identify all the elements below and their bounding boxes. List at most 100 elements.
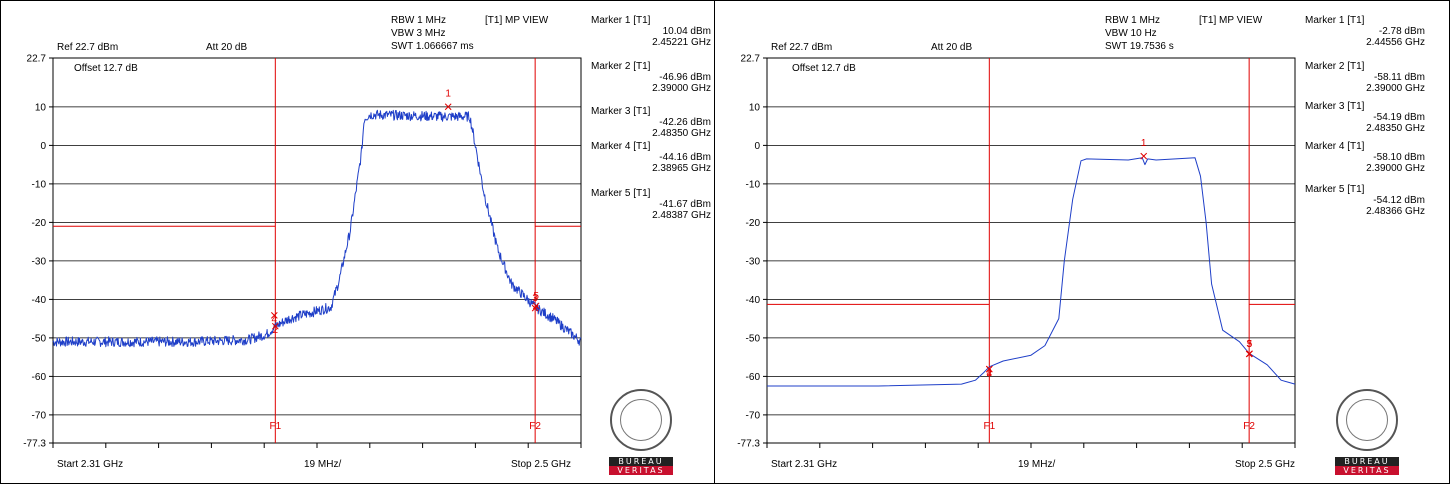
rbw-label: RBW 1 MHz [391,15,446,26]
marker-level: -42.26 dBm [659,117,711,128]
marker-5-readout: Marker 5 [T1] -41.67 dBm 2.48387 GHz [591,188,711,221]
marker-level: -46.96 dBm [659,72,711,83]
spectrum-panel-left: 22.7 10 0 -10 -20 -30 -40 -50 -60 -70 -77.3 F1 F2 1 2 3… [0,0,720,484]
bureau-veritas-seal-icon [610,389,672,451]
marker-level: -54.19 dBm [1373,112,1425,123]
spectrum-plot-right: 22.7 10 0 -10 -20 -30 -40 -50 -60 -70 -77.3 F1 F2 1 2 3… [737,54,1296,450]
marker-level: -41.67 dBm [659,199,711,210]
marker-label: Marker 4 [T1] [591,141,651,152]
y-tick-label: -20 [32,218,47,229]
marker-frequency: 2.38965 GHz [652,163,711,174]
marker-5-label: 5 [1247,339,1253,350]
logo-line-1: BUREAU [1335,457,1399,466]
y-tick-label: -30 [746,256,761,267]
marker-frequency: 2.48387 GHz [652,210,711,221]
y-tick-label: -70 [32,410,47,421]
marker-frequency: 2.39000 GHz [1366,163,1425,174]
marker-5-label: 5 [533,291,539,302]
logo-line-2: VERITAS [609,466,673,475]
marker-2-label: 2 [273,325,279,336]
swt-label: SWT 1.066667 ms [391,41,474,52]
start-frequency-label: Start 2.31 GHz [57,459,124,470]
marker-3-label: 3 [1246,339,1252,350]
attenuation-label: Att 20 dB [206,42,248,53]
y-tick-label: -40 [32,295,47,306]
marker-2-readout: Marker 2 [T1] -58.11 dBm 2.39000 GHz [1305,61,1425,94]
marker-level: -58.11 dBm [1374,72,1425,83]
marker-1-readout: Marker 1 [T1] 10.04 dBm 2.45221 GHz [591,15,711,48]
y-tick-label: -60 [746,372,761,383]
marker-label: Marker 5 [T1] [591,188,651,199]
mode-label: [T1] MP VIEW [1199,15,1263,26]
y-tick-label: -77.3 [737,439,760,450]
marker-frequency: 2.48366 GHz [1366,206,1425,217]
marker-1-symbol [444,103,452,111]
marker-5-readout: Marker 5 [T1] -54.12 dBm 2.48366 GHz [1305,184,1425,217]
marker-level: -54.12 dBm [1373,195,1425,206]
vbw-label: VBW 3 MHz [391,28,446,39]
offset-label: Offset 12.7 dB [792,63,856,74]
ref-level-label: Ref 22.7 dBm [57,42,119,53]
marker-label: Marker 1 [T1] [1305,15,1365,26]
marker-label: Marker 2 [T1] [591,61,651,72]
marker-3-readout: Marker 3 [T1] -42.26 dBm 2.48350 GHz [591,106,711,139]
marker-2-symbol [271,322,279,330]
y-tick-label: -30 [32,256,47,267]
y-tick-label: -10 [32,179,47,190]
vbw-label: VBW 10 Hz [1105,28,1157,39]
marker-4-symbol [985,365,993,373]
y-tick-label: 10 [749,102,761,113]
division-label: 19 MHz/ [304,459,342,470]
marker-1-label: 1 [1141,138,1147,149]
spectrum-plot-left: 22.7 10 0 -10 -20 -30 -40 -50 -60 -70 -77.3 F1 F2 1 2 3… [23,54,582,450]
marker-4-symbol [270,312,278,319]
marker-level: -2.78 dBm [1378,26,1425,37]
frequency-line-label: F2 [529,421,541,432]
y-tick-label: 10 [35,102,47,113]
y-tick-label: -40 [746,295,761,306]
marker-5-symbol [1246,350,1253,358]
start-frequency-label: Start 2.31 GHz [771,459,838,470]
marker-2-readout: Marker 2 [T1] -46.96 dBm 2.39000 GHz [591,61,711,94]
logo-line-2: VERITAS [1335,466,1399,475]
marker-label: Marker 2 [T1] [1305,61,1365,72]
plot-frame [52,57,582,444]
marker-frequency: 2.44556 GHz [1366,37,1425,48]
frequency-line-label: F1 [983,421,995,432]
stop-frequency-label: Stop 2.5 GHz [1235,459,1296,470]
y-tick-label: -10 [746,179,761,190]
plot-frame [766,57,1296,444]
logo-line-1: BUREAU [609,457,673,466]
bureau-veritas-logo: BUREAU VERITAS [1335,389,1399,475]
marker-4-label: 4 [987,368,993,379]
y-tick-label: -50 [32,333,47,344]
marker-1-readout: Marker 1 [T1] -2.78 dBm 2.44556 GHz [1305,15,1425,48]
marker-level: -58.10 dBm [1373,152,1425,163]
spectrum-panel-right: 22.7 10 0 -10 -20 -30 -40 -50 -60 -70 -77.3 F1 F2 1 2 3… [714,0,1450,484]
marker-label: Marker 3 [T1] [1305,101,1365,112]
frequency-line-label: F1 [269,421,281,432]
marker-level: 10.04 dBm [662,26,711,37]
trace-line [767,157,1296,387]
marker-2-label: 2 [987,368,993,379]
offset-label: Offset 12.7 dB [74,63,138,74]
y-tick-label: -70 [746,410,761,421]
rbw-label: RBW 1 MHz [1105,15,1160,26]
marker-4-readout: Marker 4 [T1] -44.16 dBm 2.38965 GHz [591,141,711,174]
y-tick-label: 0 [754,141,760,152]
ref-level-label: Ref 22.7 dBm [771,42,833,53]
marker-4-readout: Marker 4 [T1] -58.10 dBm 2.39000 GHz [1305,141,1425,174]
trace-line [52,109,582,348]
y-tick-label: 0 [40,141,46,152]
marker-frequency: 2.39000 GHz [1366,83,1425,94]
marker-label: Marker 5 [T1] [1305,184,1365,195]
mode-label: [T1] MP VIEW [485,15,549,26]
marker-3-readout: Marker 3 [T1] -54.19 dBm 2.48350 GHz [1305,101,1425,134]
y-tick-label: 22.7 [741,54,761,65]
swt-label: SWT 19.7536 s [1105,41,1174,52]
stop-frequency-label: Stop 2.5 GHz [511,459,572,470]
marker-4-label: 4 [272,314,278,325]
marker-label: Marker 1 [T1] [591,15,651,26]
frequency-line-label: F2 [1243,421,1255,432]
marker-label: Marker 3 [T1] [591,106,651,117]
